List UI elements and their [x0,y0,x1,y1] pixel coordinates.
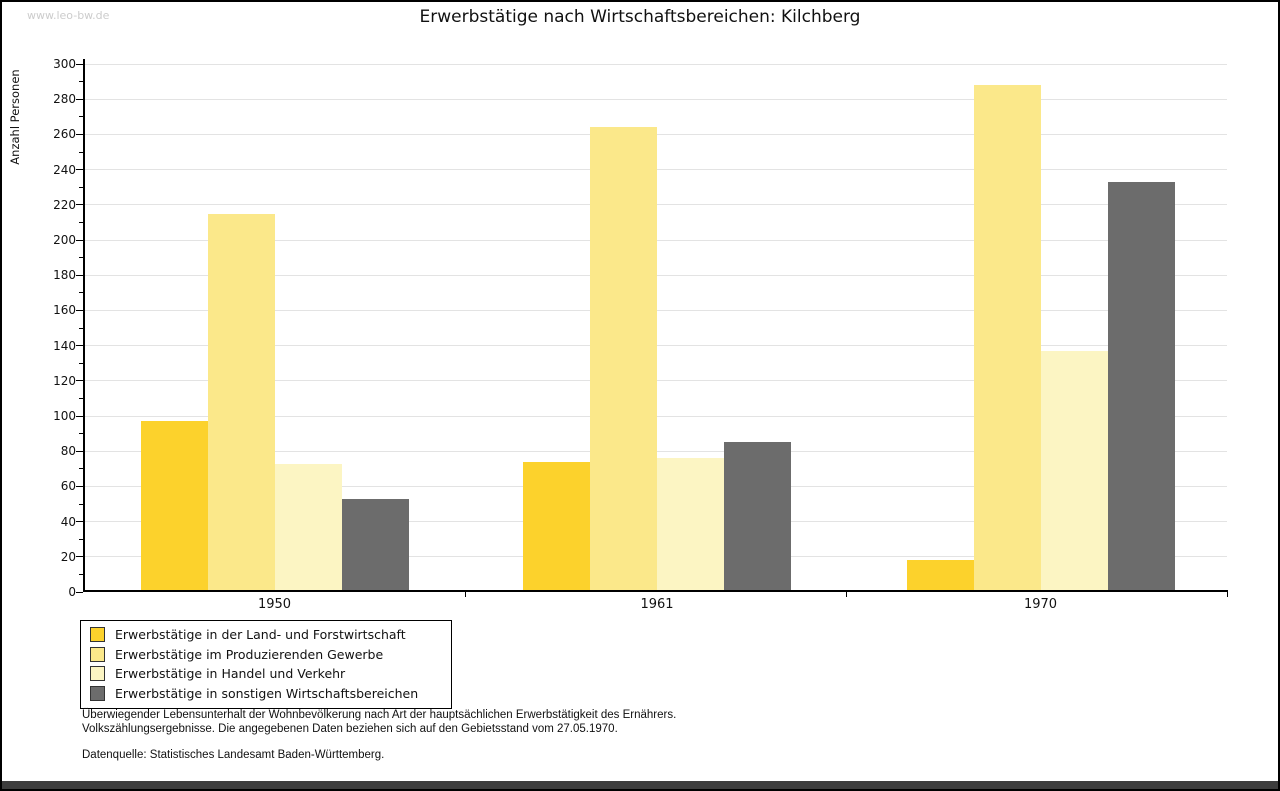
y-tick-label: 0 [68,585,76,599]
y-tick-label: 180 [53,268,76,283]
bar-1950-series1 [140,421,208,590]
y-major-tick [76,274,83,276]
y-minor-tick [79,257,83,259]
x-tick-label: 1950 [257,597,292,612]
bar-1970-series4 [1107,181,1175,590]
x-boundary-tick [1226,592,1228,597]
y-major-tick [76,239,83,241]
y-major-tick [76,521,83,523]
y-tick-label: 140 [53,338,76,353]
x-boundary-tick [845,592,847,597]
legend-label: Erwerbstätige in sonstigen Wirtschaftsbe… [115,685,419,701]
legend-label: Erwerbstätige im Produzierenden Gewerbe [115,646,384,662]
legend-swatch-series3 [90,666,105,682]
bar-1950-series4 [341,498,409,590]
y-tick-label: 20 [60,549,76,564]
y-minor-tick [79,433,83,435]
bar-1961-series1 [523,461,590,590]
bar-1961-series4 [724,442,791,590]
y-tick-label: 80 [60,444,76,459]
y-minor-tick [79,116,83,118]
x-axis-line [83,590,1228,592]
bar-1950-series3 [274,463,342,590]
y-minor-tick [79,538,83,540]
y-tick-label: 60 [60,479,76,494]
y-major-tick [76,556,83,558]
y-tick-label: 200 [53,233,76,247]
y-minor-tick [79,503,83,505]
x-tick-label: 1961 [640,597,674,612]
x-boundary-tick [464,592,466,597]
chart-footnote: Überwiegender Lebensunterhalt der Wohnbe… [82,708,1182,762]
bar-1970-series1 [906,560,974,590]
y-minor-tick [79,327,83,329]
y-major-tick [76,169,83,171]
legend-row: Erwerbstätige in Handel und Verkehr [90,664,443,684]
legend-row: Erwerbstätige in der Land- und Forstwirt… [90,625,443,645]
y-major-tick [76,204,83,206]
chart-title: Erwerbstätige nach Wirtschaftsbereichen:… [419,7,861,27]
footnote-line-2: Volkszählungsergebnisse. Die angegebenen… [82,723,618,735]
legend-row: Erwerbstätige im Produzierenden Gewerbe [90,645,443,665]
y-minor-tick [79,573,83,575]
x-tick-label: 1970 [1023,597,1058,612]
bar-1970-series3 [1040,350,1108,590]
gridline [84,63,1227,65]
legend-row: Erwerbstätige in sonstigen Wirtschaftsbe… [90,684,443,704]
watermark: www.leo-bw.de [27,9,110,22]
y-axis-line [83,59,85,592]
legend-label: Erwerbstätige in der Land- und Forstwirt… [115,627,406,643]
y-major-tick [76,591,83,593]
y-minor-tick [79,397,83,399]
y-tick-label: 260 [53,127,76,142]
gridline [84,98,1227,100]
legend-swatch-series1 [90,627,105,643]
y-tick-label: 300 [53,57,76,71]
legend-label: Erwerbstätige in Handel und Verkehr [115,666,346,682]
y-tick-label: 220 [53,197,76,212]
y-minor-tick [79,81,83,83]
y-tick-label: 40 [60,514,76,529]
bottom-frame-bar [2,781,1278,789]
y-major-tick [76,450,83,452]
data-source: Datenquelle: Statistisches Landesamt Bad… [82,749,385,761]
y-tick-label: 100 [53,409,76,423]
bar-1950-series2 [207,213,275,590]
y-major-tick [76,98,83,100]
footnote-line-1: Überwiegender Lebensunterhalt der Wohnbe… [82,709,677,721]
y-minor-tick [79,151,83,153]
bar-1970-series2 [973,85,1041,590]
y-minor-tick [79,221,83,223]
y-minor-tick [79,292,83,294]
y-major-tick [76,380,83,382]
y-tick-label: 240 [53,162,76,177]
y-tick-label: 160 [53,303,76,318]
y-minor-tick [79,186,83,188]
y-major-tick [76,309,83,311]
chart-legend: Erwerbstätige in der Land- und Forstwirt… [80,620,452,709]
y-tick-label: 120 [53,373,76,388]
legend-swatch-series4 [90,685,105,701]
y-major-tick [76,345,83,347]
bar-1961-series2 [590,127,657,590]
y-tick-label: 280 [53,92,76,107]
y-major-tick [76,63,83,65]
bar-1961-series3 [657,458,724,590]
y-major-tick [76,485,83,487]
y-major-tick [76,133,83,135]
y-minor-tick [79,468,83,470]
legend-swatch-series2 [90,646,105,662]
y-major-tick [76,415,83,417]
y-minor-tick [79,362,83,364]
